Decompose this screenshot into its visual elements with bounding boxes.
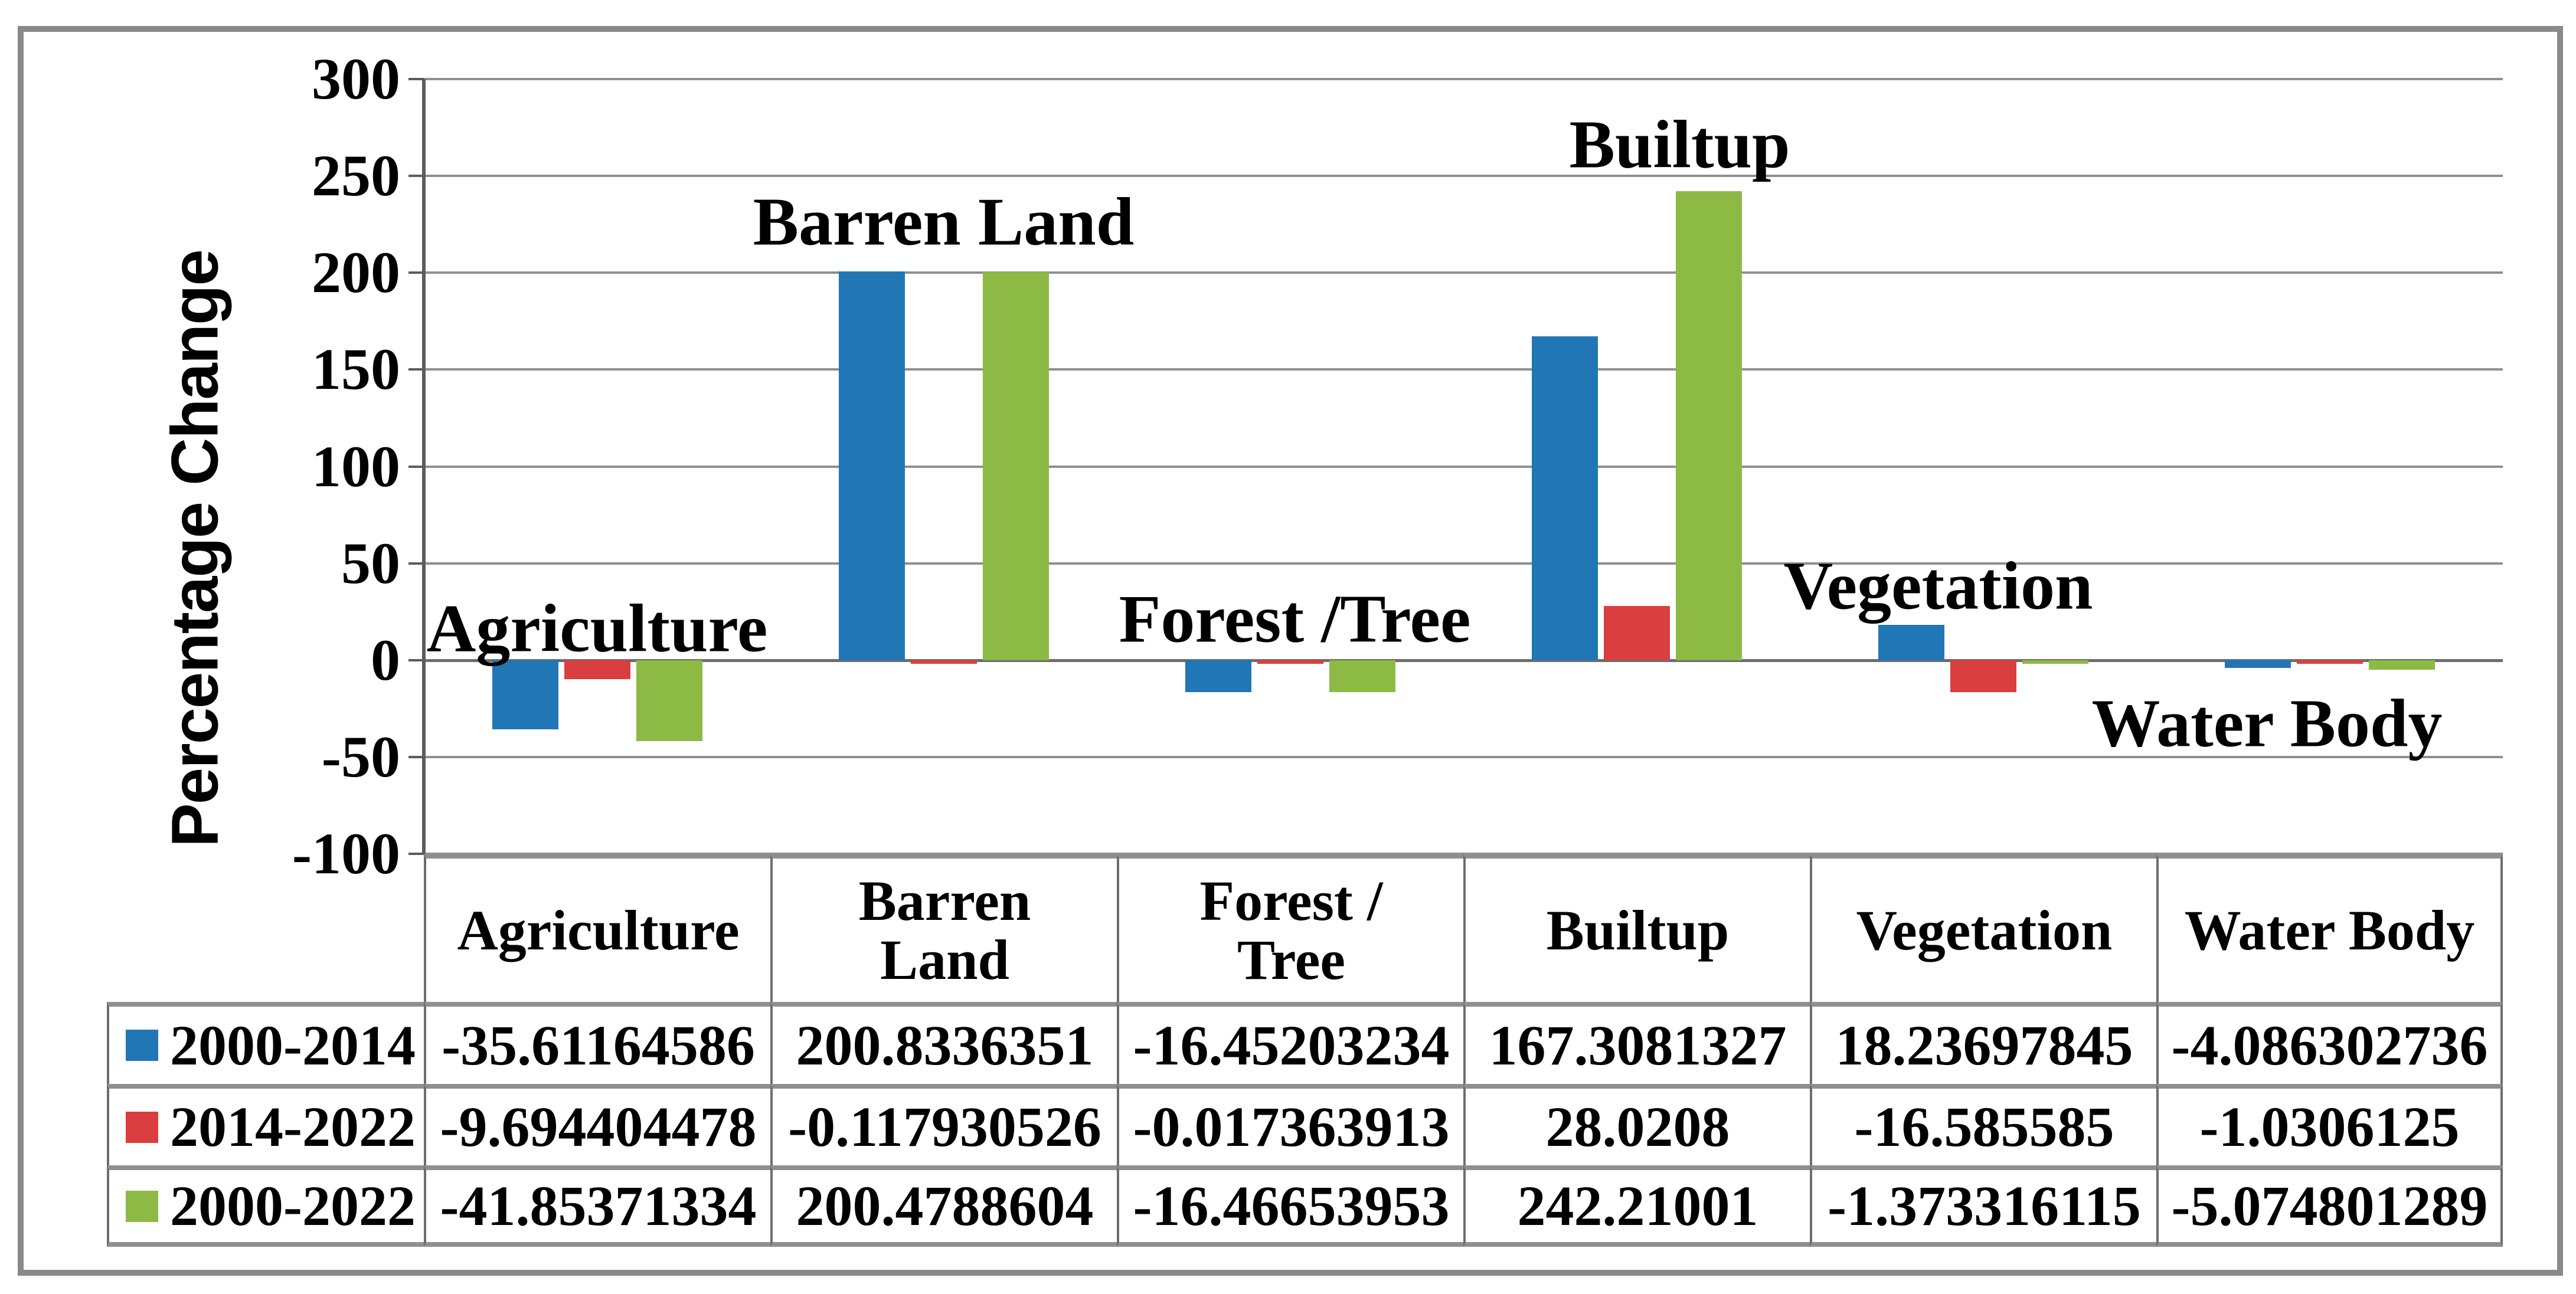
legend-label-text: 2000-2014 <box>170 1013 416 1077</box>
bar-2000-2014-Agriculture <box>492 660 558 729</box>
table-value-cell: 200.4788604 <box>770 1165 1117 1247</box>
bar-2014-2022-Vegetation <box>1950 660 2016 693</box>
table-value-cell: -5.074801289 <box>2156 1165 2503 1247</box>
table-value-cell: -41.85371334 <box>424 1165 770 1247</box>
table-value-cell: -16.45203234 <box>1117 1002 1463 1084</box>
bar-2014-2022-Builtup <box>1603 605 1670 660</box>
y-axis-tickmark <box>408 175 424 178</box>
y-tick-label: 150 <box>312 336 400 402</box>
bar-2000-2022-Water Body <box>2368 660 2435 670</box>
table-value-cell: -4.086302736 <box>2156 1002 2503 1084</box>
bar-2014-2022-Forest / Tree <box>1257 660 1323 664</box>
table-header-Water Body: Water Body <box>2156 854 2503 1002</box>
y-tick-label: -50 <box>321 723 400 789</box>
figure-border <box>18 26 2563 1276</box>
gridline-300 <box>424 78 2503 80</box>
y-axis-tickmark <box>408 78 424 80</box>
gridline--50 <box>424 755 2503 758</box>
bar-2000-2022-Builtup <box>1675 191 1742 660</box>
table-value-cell: -0.017363913 <box>1117 1084 1463 1165</box>
table-value-cell: -0.117930526 <box>770 1084 1117 1165</box>
legend-row-label-2000-2014: 2000-2014 <box>107 1002 424 1084</box>
y-axis-tickmark <box>408 853 424 855</box>
legend-label-text: 2014-2022 <box>170 1095 416 1159</box>
y-tick-label: -100 <box>292 821 400 886</box>
y-tick-label: 200 <box>312 240 400 306</box>
gridline-250 <box>424 175 2503 178</box>
table-value-cell: -9.694404478 <box>424 1084 770 1165</box>
y-axis-tickmark <box>408 562 424 565</box>
bar-2000-2014-Builtup <box>1531 336 1598 660</box>
bar-2000-2022-Forest / Tree <box>1329 660 1395 692</box>
y-axis-tickmark <box>408 659 424 661</box>
y-tick-label: 50 <box>341 530 400 596</box>
legend-swatch-2014-2022 <box>126 1111 158 1143</box>
bar-2014-2022-Water Body <box>2296 660 2363 664</box>
gridline-200 <box>424 271 2503 274</box>
gridline-150 <box>424 368 2503 371</box>
legend-row-label-2014-2022: 2014-2022 <box>107 1084 424 1165</box>
gridline-100 <box>424 465 2503 468</box>
table-value-cell: -1.0306125 <box>2156 1084 2503 1165</box>
table-header-Vegetation: Vegetation <box>1810 854 2156 1002</box>
legend-swatch-2000-2014 <box>126 1030 158 1061</box>
x-axis-zero-line <box>424 659 2503 662</box>
category-label-Agriculture: Agriculture <box>426 591 768 667</box>
bar-2014-2022-Agriculture <box>564 660 630 679</box>
gridline-50 <box>424 562 2503 565</box>
y-axis-tickmark <box>408 755 424 758</box>
bar-2000-2014-Barren Land <box>838 271 905 660</box>
y-tick-label: 0 <box>371 627 400 693</box>
legend-row-label-2000-2022: 2000-2022 <box>107 1165 424 1247</box>
category-label-Water Body: Water Body <box>2091 686 2443 762</box>
table-value-cell: -1.373316115 <box>1810 1165 2156 1247</box>
category-label-Forest / Tree: Forest /Tree <box>1119 581 1471 657</box>
category-label-Vegetation: Vegetation <box>1783 548 2093 624</box>
category-label-Builtup: Builtup <box>1569 107 1790 183</box>
legend-swatch-2000-2022 <box>126 1190 158 1222</box>
table-value-cell: -16.46653953 <box>1117 1165 1463 1247</box>
y-tick-label: 300 <box>312 46 400 112</box>
table-header-Agriculture: Agriculture <box>424 854 770 1002</box>
y-axis-tickmark <box>408 271 424 274</box>
table-header-Builtup: Builtup <box>1463 854 1810 1002</box>
table-header-Barren Land: Barren Land <box>770 854 1117 1002</box>
bar-2000-2022-Vegetation <box>2022 660 2088 664</box>
table-value-cell: 167.3081327 <box>1463 1002 1810 1084</box>
y-axis-line <box>422 79 426 854</box>
y-tick-label: 250 <box>312 143 400 209</box>
category-label-Barren Land: Barren Land <box>753 184 1135 260</box>
table-value-cell: 200.8336351 <box>770 1002 1117 1084</box>
bar-2014-2022-Barren Land <box>910 660 977 664</box>
table-value-cell: 18.23697845 <box>1810 1002 2156 1084</box>
bar-2000-2014-Forest / Tree <box>1185 660 1251 692</box>
bar-2000-2014-Water Body <box>2224 660 2291 669</box>
bar-2000-2014-Vegetation <box>1878 624 1944 660</box>
y-axis-tickmark <box>408 465 424 468</box>
bar-2000-2022-Agriculture <box>636 660 702 742</box>
bar-2000-2022-Barren Land <box>982 271 1049 660</box>
table-value-cell: 242.21001 <box>1463 1165 1810 1247</box>
table-value-cell: -35.61164586 <box>424 1002 770 1084</box>
legend-label-text: 2000-2022 <box>170 1174 416 1238</box>
table-value-cell: 28.0208 <box>1463 1084 1810 1165</box>
table-header-Forest / Tree: Forest / Tree <box>1117 854 1463 1002</box>
y-axis-tickmark <box>408 368 424 371</box>
y-tick-label: 100 <box>312 433 400 499</box>
table-value-cell: -16.585585 <box>1810 1084 2156 1165</box>
